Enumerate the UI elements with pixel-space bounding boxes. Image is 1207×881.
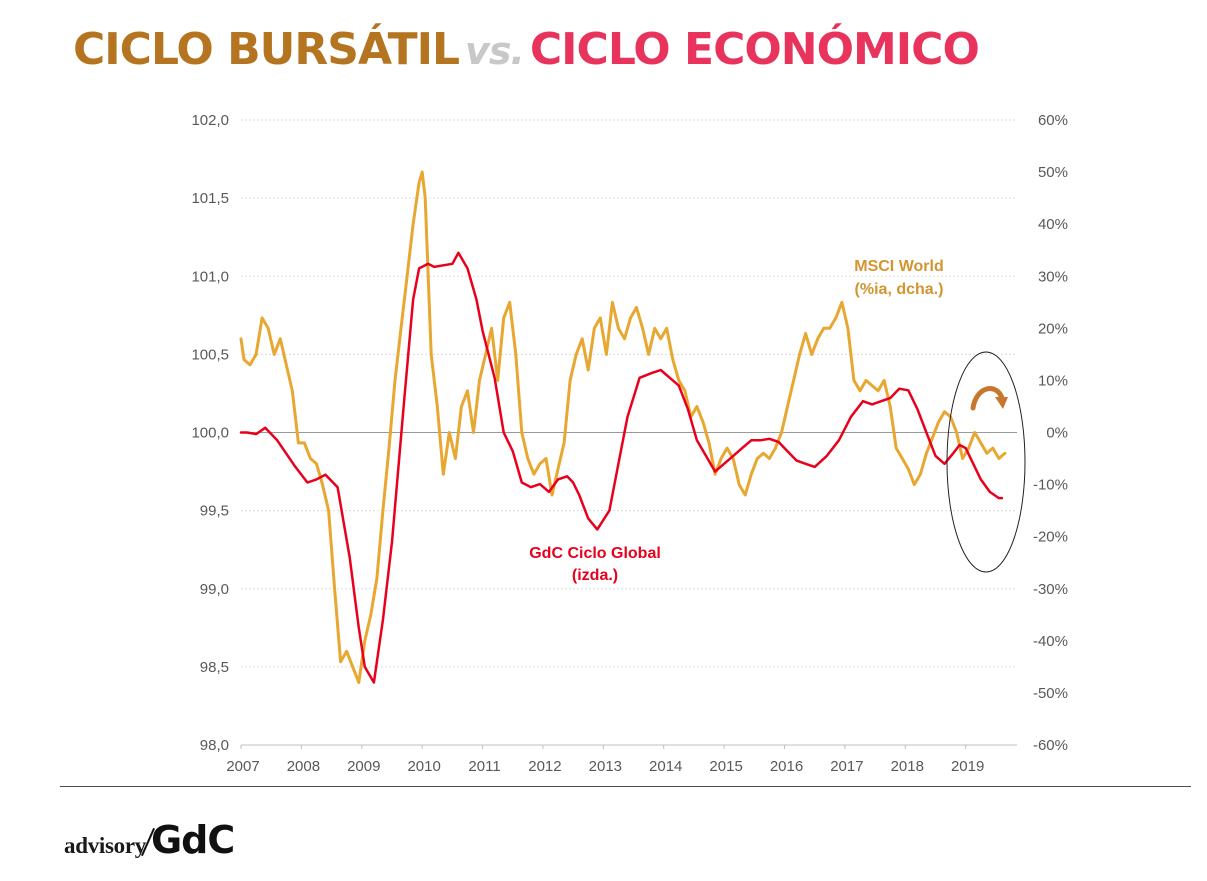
arrow-head-icon [995, 397, 1008, 409]
left-axis-tick-label: 102,0 [191, 112, 229, 129]
title-part-bursatil: CICLO BURSÁTIL [73, 24, 460, 75]
x-axis-tick-label: 2010 [407, 758, 440, 775]
highlight-annotation [946, 351, 1026, 573]
title-part-economico: CICLO ECONÓMICO [529, 24, 980, 75]
advisory-gdc-logo: advisory GdC [64, 818, 235, 862]
left-axis-tick-label: 101,5 [191, 190, 229, 207]
left-axis-tick-label: 100,5 [191, 346, 229, 363]
left-axis-tick-label: 98,0 [200, 737, 229, 754]
x-axis-tick-label: 2011 [468, 758, 500, 775]
x-axis-tick-label: 2014 [649, 758, 682, 775]
left-axis-tick-label: 99,5 [200, 503, 229, 520]
gdc-series-label: GdC Ciclo Global [529, 545, 661, 562]
right-axis-tick-label: 0% [1046, 425, 1068, 442]
left-axis-tick-label: 98,5 [200, 659, 229, 676]
msci-world-line [239, 170, 1007, 684]
highlight-ellipse [946, 351, 1026, 573]
right-axis-tick-label: -10% [1033, 477, 1068, 494]
series-labels: GdC Ciclo Global (izda.) MSCI World (%ia, d… [529, 258, 944, 584]
x-axis-ticks: 2007 2008 2009 2010 2011 2012 2013 2014 2015 2016… [226, 745, 984, 775]
gdc-ciclo-global-line [239, 251, 1004, 684]
left-axis-ticks: 98,0 98,5 99,0 99,5 100,0 100,5 101,0 101,5 102,… [191, 112, 229, 754]
right-axis-tick-label: 10% [1038, 372, 1068, 389]
chart-title: CICLO BURSÁTIL vs. CICLO ECONÓMICO [73, 28, 980, 73]
x-axis-tick-label: 2015 [709, 758, 742, 775]
right-axis-tick-label: -50% [1033, 685, 1068, 702]
logo-text-gdc: GdC [150, 818, 235, 862]
x-axis-tick-label: 2013 [589, 758, 622, 775]
series-lines [239, 170, 1007, 684]
left-axis-tick-label: 100,0 [191, 425, 229, 442]
left-axis-tick-label: 101,0 [191, 268, 229, 285]
right-axis-tick-label: 50% [1038, 164, 1068, 181]
gdc-series-sublabel: (izda.) [572, 567, 618, 584]
curved-arrow-icon [970, 386, 1005, 411]
right-axis-tick-label: -60% [1033, 737, 1068, 754]
right-axis-ticks: -60% -50% -40% -30% -20% -10% 0% 10% 20% 30% 40% 50… [1033, 112, 1068, 754]
x-axis-tick-label: 2019 [951, 758, 984, 775]
right-axis-tick-label: -20% [1033, 529, 1068, 546]
x-axis-tick-label: 2016 [770, 758, 803, 775]
right-axis-tick-label: 20% [1038, 320, 1068, 337]
logo-text-advisory: advisory [64, 833, 146, 858]
msci-series-label: MSCI World [854, 258, 943, 275]
right-axis-tick-label: 40% [1038, 216, 1068, 233]
msci-series-sublabel: (%ia, dcha.) [855, 281, 944, 298]
x-axis-tick-label: 2009 [347, 758, 380, 775]
x-axis-tick-label: 2012 [528, 758, 561, 775]
gridlines [241, 119, 1017, 746]
x-axis-tick-label: 2018 [891, 758, 924, 775]
left-axis-tick-label: 99,0 [200, 581, 229, 598]
x-axis-tick-label: 2017 [830, 758, 863, 775]
x-axis-tick-label: 2008 [287, 758, 320, 775]
right-axis-tick-label: 60% [1038, 112, 1068, 129]
right-axis-tick-label: -30% [1033, 581, 1068, 598]
x-axis-tick-label: 2007 [226, 758, 259, 775]
footer-divider [60, 786, 1191, 787]
title-part-vs: vs. [465, 29, 525, 73]
right-axis-tick-label: 30% [1038, 268, 1068, 285]
right-axis-tick-label: -40% [1033, 633, 1068, 650]
